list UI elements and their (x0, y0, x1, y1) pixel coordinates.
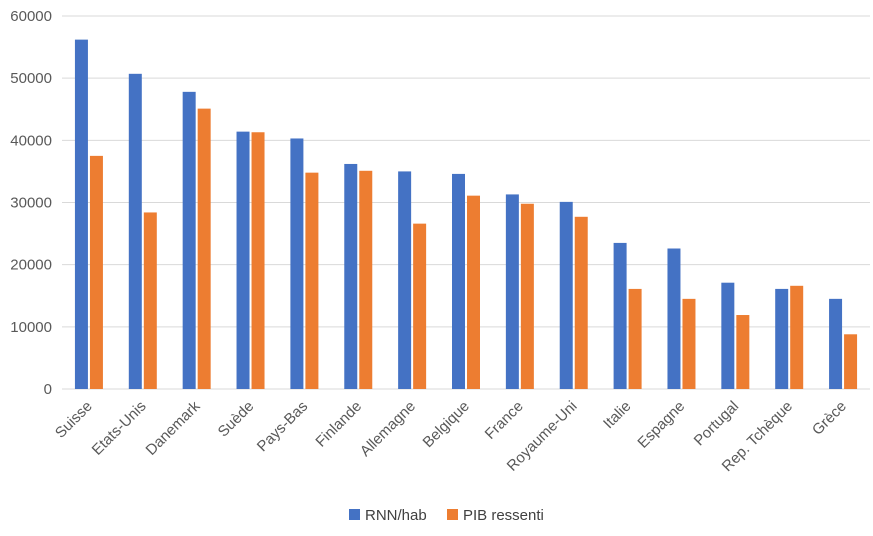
x-tick-label: Etats-Unis (89, 398, 150, 459)
bar-pib-ressenti (305, 172, 319, 389)
bar-rnn-hab (398, 171, 412, 389)
bar-rnn-hab (236, 131, 250, 389)
bar-pib-ressenti (844, 334, 858, 389)
bar-pib-ressenti (197, 108, 211, 390)
x-tick-label: France (482, 398, 527, 443)
y-axis-ticks: 0 10000 20000 30000 40000 50000 60000 (10, 8, 52, 398)
bar-rnn-hab (182, 91, 196, 390)
bar-rnn-hab (721, 282, 735, 389)
legend-swatch (447, 509, 458, 520)
bar-pib-ressenti (143, 212, 157, 389)
bar-rnn-hab (667, 248, 681, 389)
bar-pib-ressenti (736, 315, 750, 389)
bar-rnn-hab (128, 73, 142, 389)
bar-pib-ressenti (628, 288, 642, 389)
y-tick-label: 60000 (10, 8, 52, 25)
x-tick-label: Suède (215, 398, 258, 441)
x-tick-label: Italie (600, 398, 634, 432)
bar-rnn-hab (829, 298, 843, 389)
bar-rnn-hab (452, 173, 465, 389)
y-tick-label: 20000 (10, 257, 52, 274)
x-tick-label: Finlande (312, 398, 365, 451)
x-tick-label: Danemark (143, 397, 204, 458)
legend-label: PIB ressenti (463, 507, 544, 524)
y-tick-label: 30000 (10, 195, 52, 212)
bar-pib-ressenti (520, 203, 534, 389)
legend-label: RNN/hab (365, 507, 427, 524)
bar-pib-ressenti (89, 155, 103, 389)
y-tick-label: 50000 (10, 70, 52, 87)
y-tick-label: 40000 (10, 132, 52, 149)
bars (74, 39, 858, 390)
bar-pib-ressenti (251, 132, 265, 390)
bar-pib-ressenti (413, 223, 427, 389)
bar-rnn-hab (290, 138, 304, 389)
x-tick-label: Pays-Bas (254, 398, 311, 455)
x-tick-label: Belgique (420, 398, 473, 451)
bar-rnn-hab (505, 194, 519, 389)
x-tick-label: Portugal (691, 398, 743, 450)
x-tick-label: Espagne (634, 398, 688, 452)
bar-pib-ressenti (467, 195, 480, 389)
x-tick-label: Grèce (809, 398, 850, 439)
bar-pib-ressenti (574, 216, 588, 389)
y-tick-label: 10000 (10, 319, 52, 336)
bar-rnn-hab (559, 201, 573, 389)
bar-rnn-hab (344, 163, 358, 389)
bar-pib-ressenti (682, 298, 696, 389)
y-tick-label: 0 (44, 381, 52, 398)
x-tick-label: Allemagne (357, 398, 419, 460)
bar-pib-ressenti (359, 170, 373, 389)
x-tick-label: Suisse (52, 398, 96, 442)
bar-pib-ressenti (790, 285, 804, 389)
bar-rnn-hab (775, 288, 789, 389)
legend: RNN/hab PIB ressenti (349, 507, 544, 524)
bar-rnn-hab (613, 242, 627, 389)
gridlines (62, 15, 870, 390)
legend-swatch (349, 509, 360, 520)
bar-rnn-hab (74, 39, 88, 390)
